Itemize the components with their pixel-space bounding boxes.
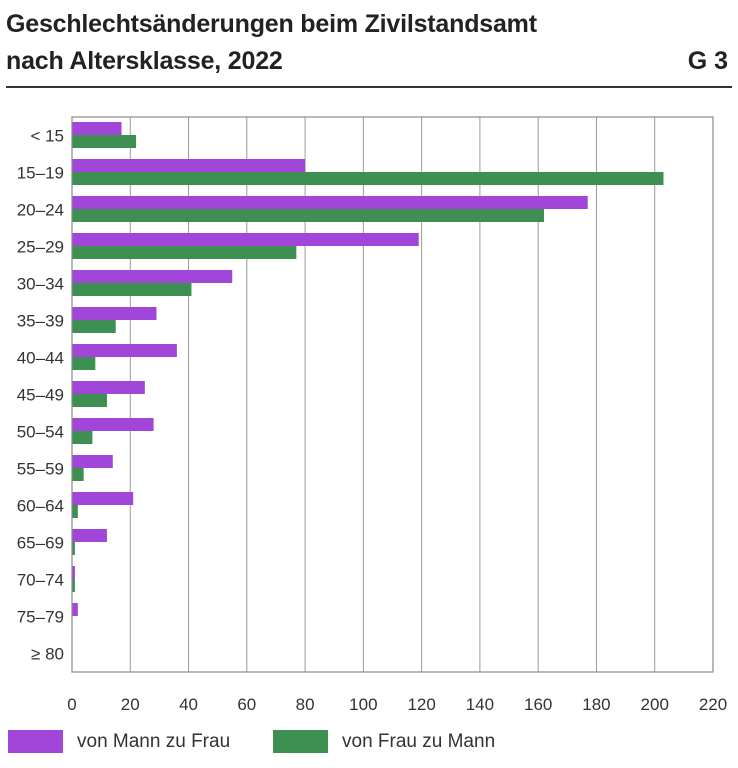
bar [72, 603, 78, 616]
bar [72, 468, 84, 481]
x-tick-label: 40 [179, 695, 198, 714]
category-label: 75–79 [17, 608, 64, 627]
category-label: 30–34 [17, 275, 64, 294]
legend-item-frau-zu-mann: von Frau zu Mann [273, 730, 495, 753]
bar [72, 381, 145, 394]
bar [72, 233, 419, 246]
bar [72, 270, 233, 283]
legend-label-mann-zu-frau: von Mann zu Frau [77, 730, 231, 752]
category-label: 60–64 [17, 497, 64, 516]
category-label: 45–49 [17, 386, 64, 405]
legend-item-mann-zu-frau: von Mann zu Frau [8, 730, 230, 753]
category-label: 65–69 [17, 534, 64, 553]
x-tick-labels: 0 20 40 60 80 100 120 140 160 180 200 220 [67, 695, 727, 714]
category-label: 20–24 [17, 201, 64, 220]
legend-swatch-frau-zu-mann [273, 730, 328, 753]
x-tick-label: 0 [67, 695, 76, 714]
title-divider [6, 86, 732, 88]
bar [72, 196, 588, 209]
category-label: 50–54 [17, 423, 64, 442]
category-label: 40–44 [17, 349, 64, 368]
bar [72, 542, 75, 555]
x-tick-label: 160 [524, 695, 552, 714]
bar [72, 307, 157, 320]
bar [72, 418, 154, 431]
bar [72, 344, 177, 357]
bar [72, 135, 137, 148]
x-tick-label: 60 [237, 695, 256, 714]
chart-title: Geschlechtsänderungen beim Zivilstandsam… [6, 6, 626, 80]
bar [72, 246, 297, 259]
bar [72, 455, 113, 468]
x-tick-label: 200 [641, 695, 669, 714]
bar [72, 431, 93, 444]
plot-frame [71, 116, 714, 673]
category-label: 25–29 [17, 238, 64, 257]
bar [72, 159, 306, 172]
bar [72, 357, 96, 370]
bar [72, 172, 664, 185]
x-tick-label: 100 [349, 695, 377, 714]
bar [72, 320, 116, 333]
x-tick-label: 220 [699, 695, 727, 714]
bar-chart: < 15 15–19 20–24 25–29 30–34 35–39 40–44 45–49 5… [17, 116, 727, 714]
category-label: 15–19 [17, 164, 64, 183]
x-tick-label: 180 [582, 695, 610, 714]
legend-swatch-mann-zu-frau [8, 730, 63, 753]
bars [72, 122, 664, 616]
title-line-1: Geschlechtsänderungen beim Zivilstandsam… [6, 10, 537, 38]
x-tick-label: 20 [121, 695, 140, 714]
category-label: 55–59 [17, 460, 64, 479]
category-labels: < 15 15–19 20–24 25–29 30–34 35–39 40–44 45–49 5… [17, 127, 64, 664]
bar [72, 505, 78, 518]
bar [72, 529, 107, 542]
legend: von Mann zu Frau von Frau zu Mann [0, 730, 738, 760]
bar [72, 122, 122, 135]
bar [72, 566, 75, 579]
category-label: 35–39 [17, 312, 64, 331]
bar [72, 283, 192, 296]
category-label: < 15 [30, 127, 64, 146]
bar [72, 579, 75, 592]
bar [72, 209, 545, 222]
bar [72, 394, 107, 407]
x-tick-label: 120 [407, 695, 435, 714]
bar [72, 492, 134, 505]
category-label: ≥ 80 [31, 645, 64, 664]
category-label: 70–74 [17, 571, 64, 590]
title-line-2: nach Altersklasse, 2022 [6, 47, 283, 75]
x-tick-label: 140 [466, 695, 494, 714]
legend-label-frau-zu-mann: von Frau zu Mann [342, 730, 496, 752]
x-tick-label: 80 [296, 695, 315, 714]
figure-number: G 3 [687, 47, 728, 75]
